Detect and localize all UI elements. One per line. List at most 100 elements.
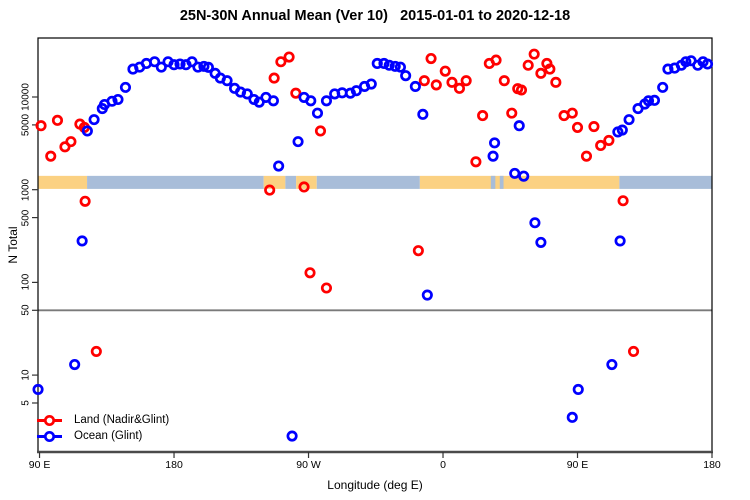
land-point [544, 63, 556, 75]
surface-band-segment-land [419, 175, 620, 189]
ocean-point [623, 114, 635, 126]
ocean-point [149, 56, 161, 68]
land-point [268, 72, 280, 84]
y-tick-label: 10 [20, 369, 32, 381]
land-point [460, 75, 472, 87]
ocean-point [518, 170, 530, 182]
ocean-point [701, 58, 714, 70]
surface-band-segment-ocean [87, 175, 264, 189]
land-point [304, 267, 316, 279]
ocean-point [273, 160, 285, 172]
ocean-point [168, 59, 180, 71]
legend-entry-land: Land (Nadir&Glint) [74, 414, 170, 426]
ocean-point [662, 63, 674, 75]
ocean-point [320, 95, 333, 107]
x-tick-label: 90 E [566, 459, 589, 471]
ocean-point [292, 136, 304, 148]
ocean-point [241, 88, 253, 100]
land-point [580, 150, 593, 162]
land-point [603, 134, 615, 146]
ocean-point [389, 60, 401, 72]
y-tick-label: 5 [20, 400, 32, 406]
land-point [595, 139, 607, 152]
ocean-point [192, 61, 204, 73]
land-point [51, 114, 64, 126]
ocean-point [202, 61, 214, 73]
land-point [627, 345, 640, 357]
ocean-point [489, 137, 501, 149]
surface-band-segment-ocean [316, 175, 420, 189]
land-point [298, 181, 310, 193]
ocean-point [69, 358, 81, 371]
ocean-point [186, 56, 198, 68]
land-point [290, 87, 302, 99]
ocean-point [614, 235, 626, 247]
land-point [506, 107, 518, 119]
ocean-point [487, 150, 499, 162]
y-tick-label: 500 [20, 209, 32, 226]
ocean-point [400, 70, 412, 82]
ocean-point [529, 217, 541, 229]
ocean-point [648, 94, 661, 106]
x-tick-label: 0 [440, 459, 446, 471]
surface-band-segment-land [38, 175, 88, 189]
ocean-point [155, 61, 167, 73]
land-point [490, 54, 502, 66]
surface-band-segment-ocean [619, 175, 712, 189]
ocean-point [513, 120, 525, 132]
x-axis-label: Longitude (deg E) [327, 478, 423, 492]
ocean-point [365, 78, 377, 90]
ocean-point [88, 114, 100, 126]
land-point [566, 107, 578, 119]
x-tick-label: 180 [703, 459, 721, 471]
land-point [275, 56, 287, 68]
ocean-point [572, 383, 584, 395]
land-point [446, 76, 458, 88]
y-axis-label: N Total [6, 226, 20, 264]
ocean-point [311, 107, 324, 119]
y-tick-label: 10000 [20, 83, 32, 111]
land-point [35, 120, 47, 132]
land-point [45, 150, 57, 162]
ocean-point [383, 59, 395, 71]
ocean-point [286, 430, 298, 442]
ocean-point [642, 95, 655, 107]
land-point [453, 82, 466, 94]
ocean-point [394, 61, 406, 73]
x-tick-label: 180 [165, 459, 183, 471]
land-point [498, 75, 510, 87]
ocean-point [76, 235, 88, 247]
land-point [528, 48, 540, 60]
ocean-point [680, 56, 692, 68]
ocean-point [305, 95, 317, 107]
y-tick-label: 1000 [20, 178, 32, 201]
ocean-point [106, 95, 118, 107]
ocean-point [221, 75, 233, 87]
ocean-point [566, 411, 578, 423]
land-point [522, 59, 534, 71]
land-point [470, 156, 482, 168]
land-point [439, 65, 451, 77]
land-point [418, 75, 430, 87]
ocean-point [119, 81, 132, 93]
land-point [90, 345, 102, 357]
ocean-point [409, 80, 421, 92]
ocean-point [606, 358, 618, 371]
land-point [79, 195, 91, 207]
land-point [430, 79, 442, 91]
land-point [314, 125, 327, 137]
ocean-point [267, 95, 279, 107]
ocean-point [81, 125, 93, 137]
land-point [412, 245, 424, 257]
ocean-point [417, 108, 429, 120]
ocean-point [112, 93, 124, 106]
ocean-point [32, 383, 44, 395]
land-point [264, 184, 276, 196]
ocean-point [535, 236, 547, 248]
ocean-point [378, 57, 390, 70]
land-point [571, 121, 584, 133]
chart-title: 25N-30N Annual Mean (Ver 10) 2015-01-01 … [179, 8, 571, 24]
land-point [535, 67, 547, 79]
